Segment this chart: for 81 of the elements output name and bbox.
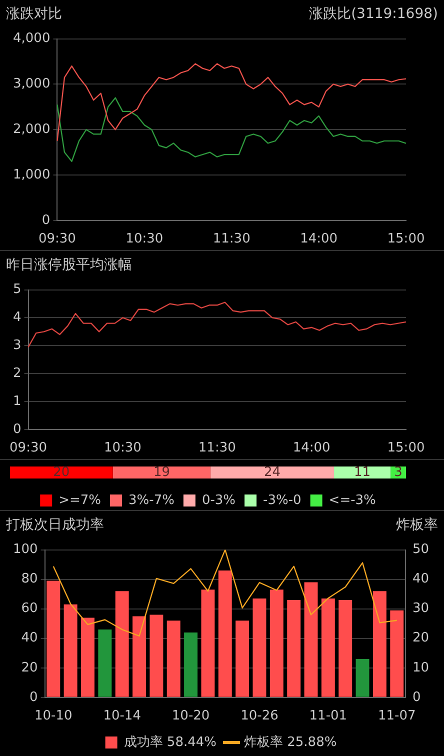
- bar: [10, 466, 113, 478]
- chart-title: 昨日涨停股平均涨幅: [6, 256, 132, 274]
- y2-tick-label: 0: [412, 690, 421, 705]
- x-tick-label: 10-10: [34, 708, 72, 724]
- y-tick-label: 2,000: [13, 122, 50, 137]
- y2-tick-label: 50: [412, 542, 430, 558]
- bar: [287, 600, 301, 697]
- y-tick-label: 2: [12, 366, 22, 381]
- bar: [201, 590, 215, 697]
- y-tick-label: 1: [12, 394, 22, 409]
- y-tick-label: 4,000: [13, 31, 50, 46]
- bar: [115, 591, 129, 697]
- x-tick-label: 11-01: [309, 708, 348, 724]
- bar: [304, 582, 318, 697]
- bar: [356, 659, 370, 697]
- x-tick-label: 10:30: [126, 232, 164, 247]
- y-tick-label: 0: [30, 690, 38, 705]
- data-label: 24: [264, 464, 281, 480]
- bar: [390, 610, 404, 697]
- y-tick-label: 4: [12, 310, 22, 326]
- data-label: 3: [394, 464, 402, 480]
- y2-tick-label: 20: [412, 630, 430, 646]
- legend-label: -3%-0: [263, 492, 302, 508]
- x-tick-label: 14:00: [292, 440, 330, 456]
- x-tick-label: 11-07: [378, 708, 416, 724]
- bar: [218, 570, 232, 697]
- y-tick-label: 0: [12, 422, 22, 437]
- bar: [338, 600, 352, 697]
- legend-label: 成功率 58.44%: [124, 734, 216, 750]
- bar: [321, 598, 335, 697]
- y2-axis-title: 炸板率: [396, 517, 438, 533]
- data-label: 19: [153, 464, 170, 480]
- bar: [112, 466, 211, 478]
- x-tick-label: 15:00: [387, 440, 425, 456]
- y-tick-label: 3,000: [13, 76, 50, 92]
- chart-title: 涨跌对比: [6, 5, 62, 23]
- bar: [98, 630, 112, 697]
- y-tick-label: 40: [21, 630, 38, 646]
- y-tick-label: 60: [21, 601, 38, 616]
- chart-subtitle: 涨跌比(3119:1698): [309, 6, 438, 22]
- y-tick-label: 1,000: [13, 167, 50, 182]
- bar: [270, 590, 284, 697]
- bar: [150, 614, 164, 697]
- x-tick-label: 11:30: [212, 232, 250, 247]
- legend-label: >=7%: [58, 492, 102, 508]
- x-tick-label: 11:30: [198, 440, 236, 456]
- y2-tick-label: 30: [412, 601, 430, 616]
- bar: [210, 466, 334, 478]
- bar: [252, 598, 266, 697]
- x-tick-label: 15:00: [387, 232, 425, 247]
- y2-tick-label: 40: [412, 572, 430, 587]
- y-tick-label: 3: [12, 338, 22, 354]
- x-tick-label: 09:30: [38, 232, 76, 247]
- bar: [372, 591, 386, 697]
- y-tick-label: 20: [21, 660, 38, 676]
- bar: [132, 616, 146, 697]
- bar: [184, 632, 198, 697]
- y-tick-label: 100: [12, 542, 38, 558]
- x-tick-label: 14:00: [300, 232, 338, 247]
- bar: [64, 604, 78, 697]
- y-tick-label: 80: [21, 572, 38, 587]
- data-label: 11: [354, 464, 371, 480]
- bar: [81, 618, 94, 697]
- y2-tick-label: 10: [412, 660, 430, 676]
- legend-label: 炸板率 25.88%: [244, 734, 337, 750]
- x-tick-label: 10-26: [240, 708, 278, 724]
- y-tick-label: 5: [12, 282, 22, 298]
- bar: [236, 620, 250, 697]
- x-tick-label: 10-14: [103, 708, 141, 724]
- data-label: 20: [53, 464, 70, 480]
- bar: [334, 466, 391, 478]
- bar: [166, 620, 180, 697]
- x-tick-label: 10:30: [104, 440, 142, 456]
- y-tick-label: 0: [42, 212, 50, 228]
- legend-label: 3%-7%: [128, 492, 174, 508]
- x-tick-label: 09:30: [10, 440, 48, 456]
- x-tick-label: 10-20: [172, 708, 210, 724]
- bar: [46, 580, 60, 697]
- legend-label: 0-3%: [202, 492, 236, 508]
- chart-title: 打板次日成功率: [6, 516, 104, 534]
- legend-label: <=-3%: [328, 492, 376, 508]
